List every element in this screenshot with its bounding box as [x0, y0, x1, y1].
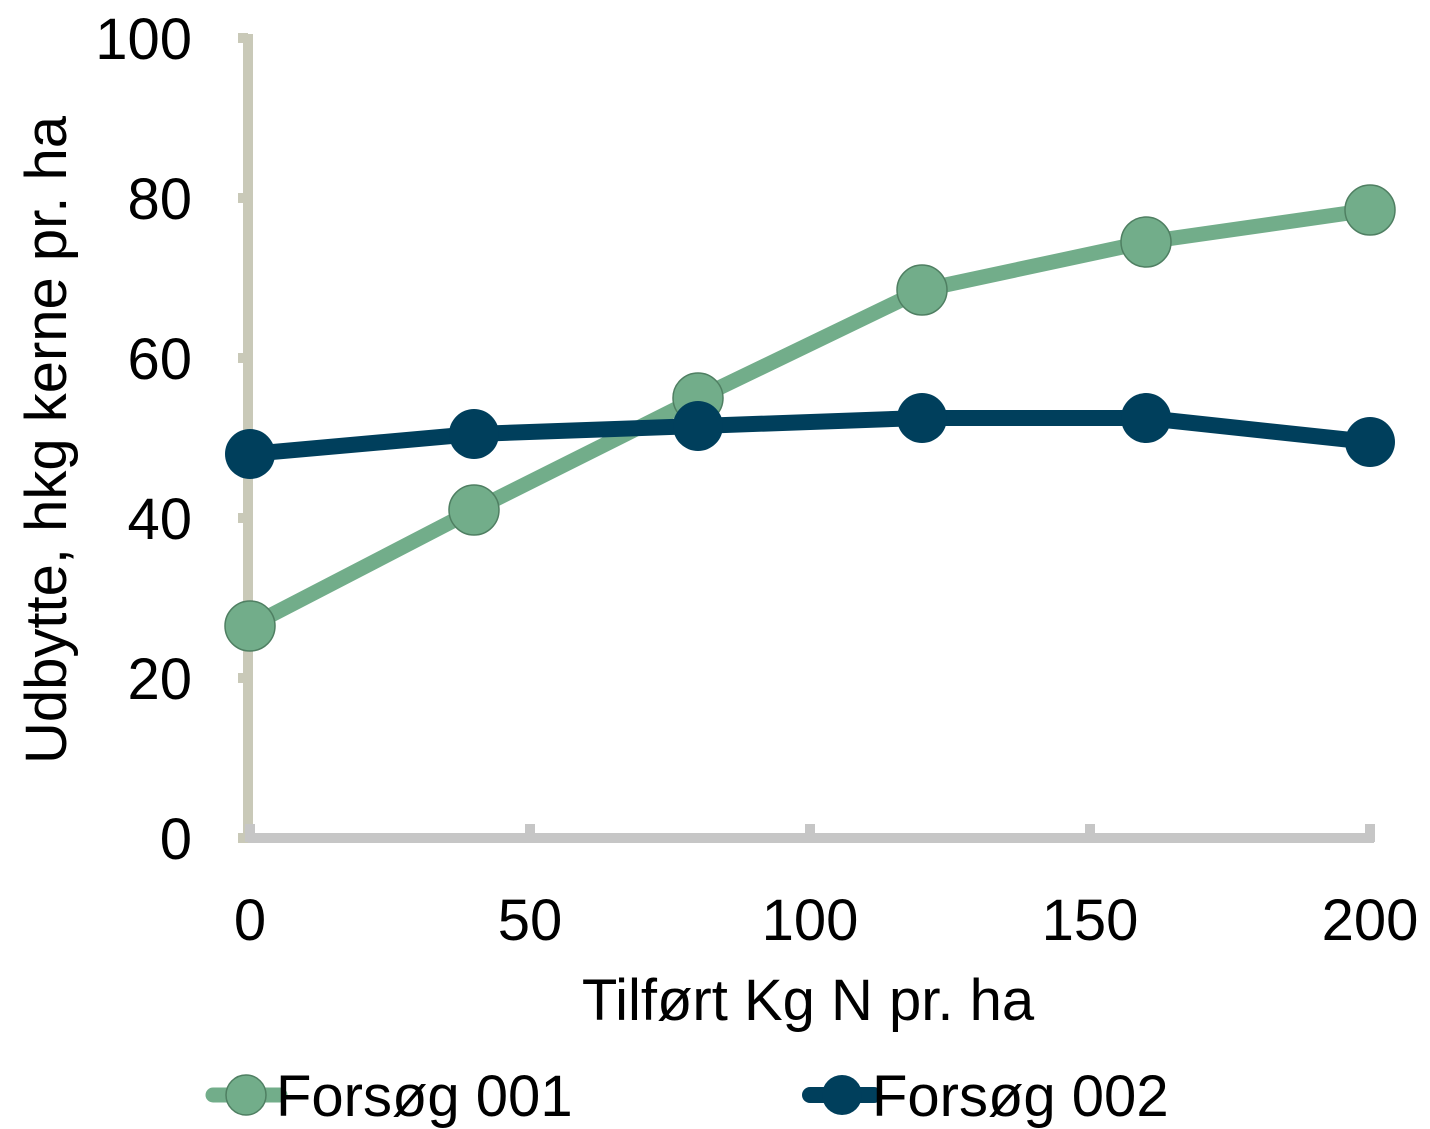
- x-axis-ticks: 0 50 100 150 200: [234, 824, 1419, 953]
- y-tick-label: 20: [127, 647, 192, 712]
- data-point: [1120, 216, 1172, 268]
- y-tick-label: 80: [127, 167, 192, 232]
- x-tick-label: 50: [498, 888, 563, 953]
- series-line: [242, 410, 1378, 462]
- y-axis-ticks: 0 20 40 60 80 100: [95, 7, 248, 872]
- x-tick-label: 100: [762, 888, 859, 953]
- legend-label: Forsøg 002: [872, 1064, 1169, 1129]
- data-point: [449, 409, 499, 459]
- data-point: [673, 401, 723, 451]
- data-point: [897, 393, 947, 443]
- y-axis-title: Udbytte, hkg kerne pr. ha: [14, 115, 79, 764]
- x-tick-label: 200: [1322, 888, 1419, 953]
- x-axis-title: Tilført Kg N pr. ha: [582, 968, 1035, 1033]
- y-tick-label: 60: [127, 327, 192, 392]
- data-point: [448, 484, 500, 536]
- series-layer: [224, 184, 1396, 652]
- series-line: [242, 202, 1378, 634]
- data-point: [1345, 417, 1395, 467]
- y-tick-label: 40: [127, 487, 192, 552]
- series-2: [225, 393, 1395, 479]
- y-tick-label: 0: [160, 807, 192, 872]
- data-point: [224, 600, 276, 652]
- legend-label: Forsøg 001: [276, 1064, 573, 1129]
- legend-item: Forsøg 001: [205, 1064, 573, 1129]
- legend-marker: [225, 1074, 267, 1116]
- data-point: [1121, 393, 1171, 443]
- legend: Forsøg 001 Forsøg 002: [205, 1064, 1169, 1129]
- data-point: [1344, 184, 1396, 236]
- data-point: [896, 264, 948, 316]
- x-tick-label: 150: [1042, 888, 1139, 953]
- axes: 0 20 40 60 80 100 0 50 100 150 200: [95, 7, 1418, 953]
- data-point: [225, 429, 275, 479]
- y-tick-label: 100: [95, 7, 192, 72]
- legend-item: Forsøg 002: [802, 1064, 1169, 1129]
- x-tick-label: 0: [234, 888, 266, 953]
- legend-marker: [822, 1075, 862, 1115]
